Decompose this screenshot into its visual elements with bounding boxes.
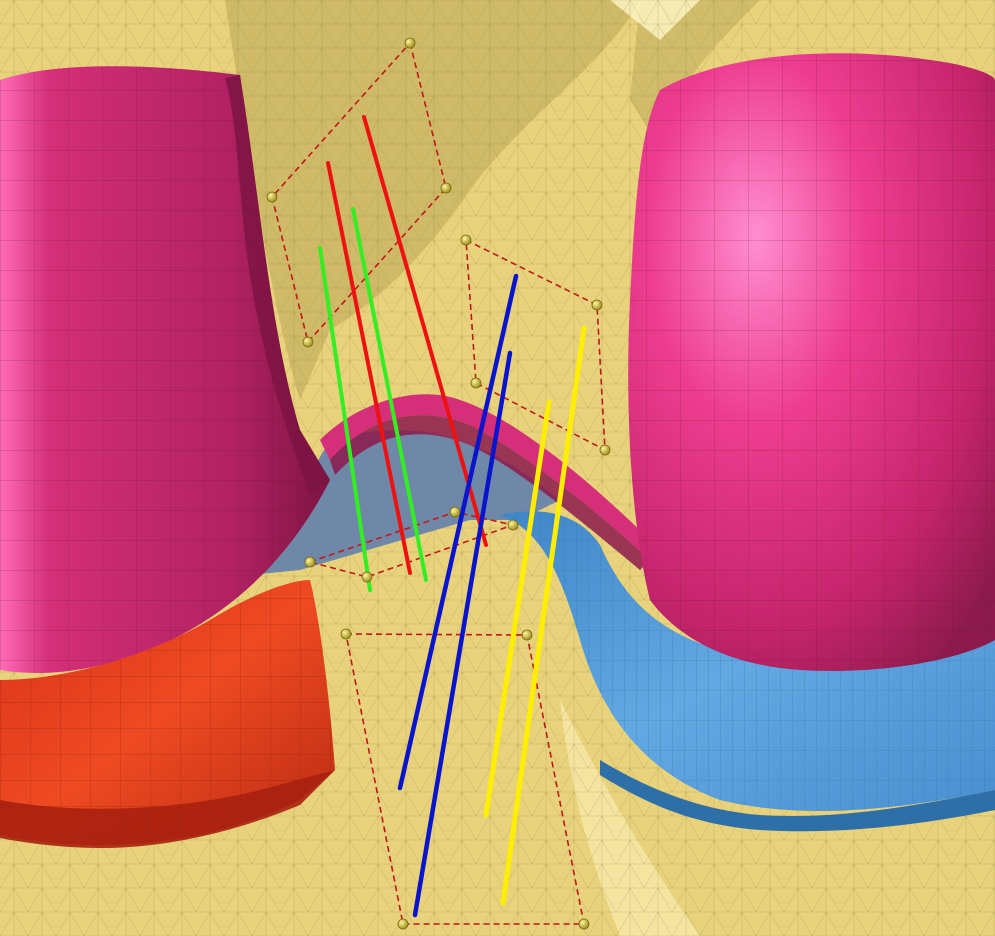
left-magenta-cylinder-rim [225, 75, 330, 495]
node [470, 377, 482, 389]
yellow-line-2 [500, 325, 587, 906]
slate-sheet [250, 429, 560, 575]
node [507, 519, 519, 531]
red-block-lower-face [0, 770, 335, 848]
right-magenta-cylinder-mesh [628, 53, 995, 671]
node [449, 506, 461, 518]
red-line-1 [362, 115, 488, 547]
green-line-2 [318, 246, 372, 592]
blue-ribbon-bottom-edge [600, 760, 995, 832]
node [397, 918, 409, 930]
blue-line-1 [397, 273, 519, 791]
magenta-ribbon-edge [330, 415, 650, 570]
node [361, 571, 373, 583]
dashed-frame-top-left [271, 41, 447, 344]
node [599, 444, 611, 456]
green-lines [318, 207, 428, 592]
blue-lines [397, 273, 519, 918]
red-lines [326, 115, 488, 575]
yellow-line-1 [483, 399, 552, 818]
node [440, 182, 452, 194]
green-line-1 [351, 207, 428, 582]
node [521, 629, 533, 641]
frame-nodes [266, 37, 611, 930]
node [591, 299, 603, 311]
red-block-mesh [0, 580, 335, 845]
node [302, 336, 314, 348]
node [266, 191, 278, 203]
node [404, 37, 416, 49]
red-line-2 [326, 161, 412, 575]
yellow-lines [483, 325, 587, 906]
node [304, 556, 316, 568]
node [340, 628, 352, 640]
blue-line-2 [412, 350, 513, 918]
node [578, 918, 590, 930]
magenta-ribbon [320, 394, 660, 560]
node [460, 234, 472, 246]
